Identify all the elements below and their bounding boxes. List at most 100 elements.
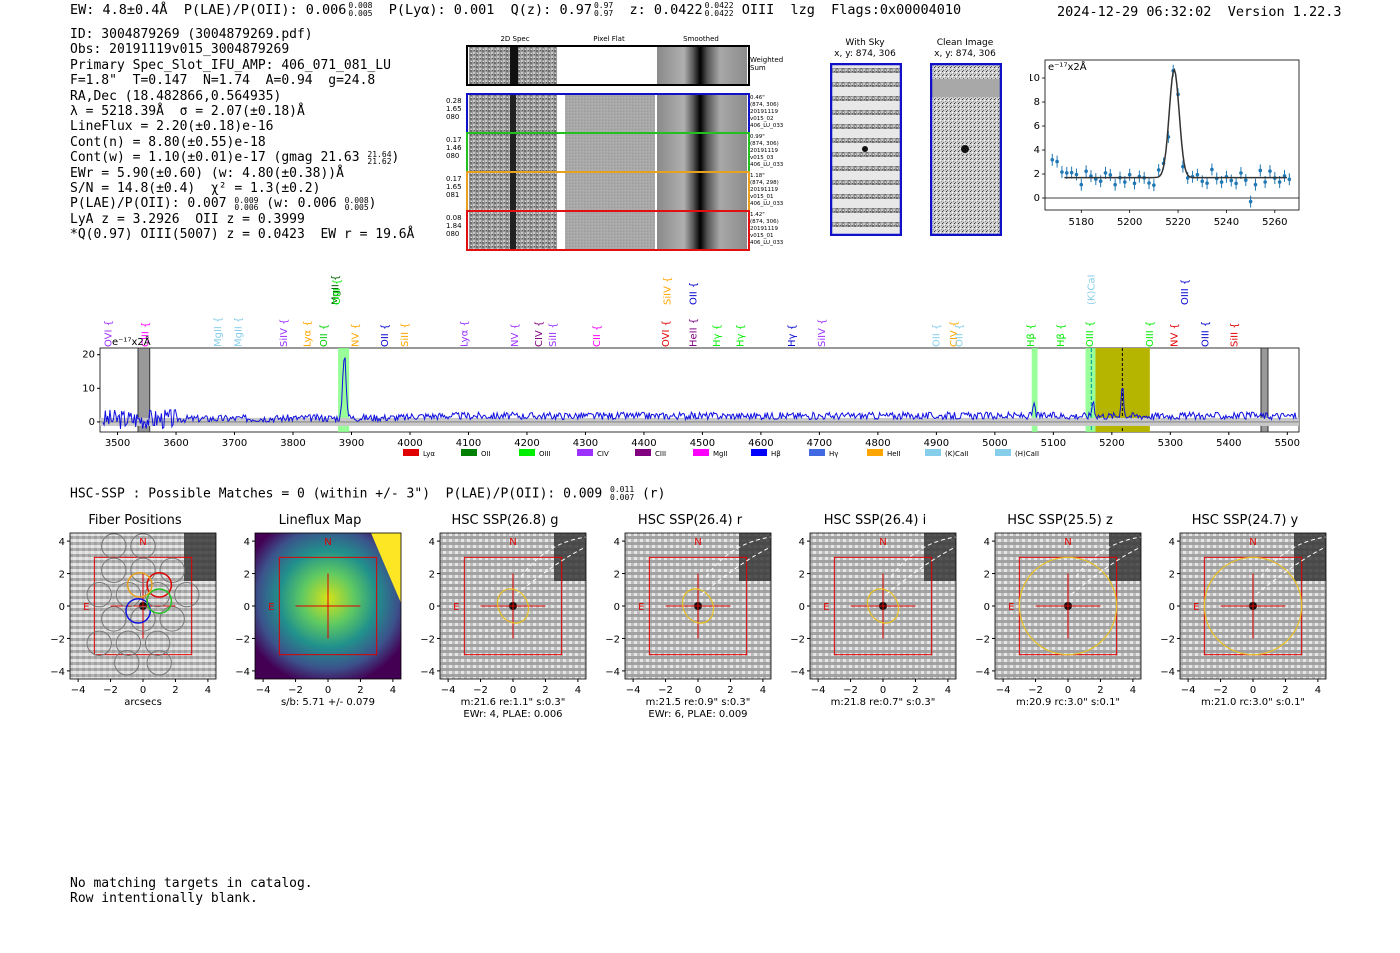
- panel-xtick-label: 2: [912, 685, 918, 696]
- panel-ytick-label: 4: [244, 537, 250, 548]
- zoom-ytick-label: 6: [1034, 121, 1040, 132]
- zoom-point: [1200, 179, 1205, 184]
- flags-value: Flags:0x00004010: [831, 2, 962, 18]
- neighbor-ellipse: [1070, 546, 1142, 595]
- with-sky-cutout: [830, 63, 902, 236]
- panel-ytick-label: 4: [614, 537, 620, 548]
- q-line: *Q(0.97) OIII(5007) z = 0.0423 EW r = 19…: [70, 227, 415, 243]
- spectrum-ytick-label: 10: [82, 383, 95, 394]
- legend-swatch: [925, 449, 941, 456]
- line-marker-label: Lyα {: [459, 320, 470, 347]
- zoom-point: [1147, 181, 1151, 185]
- panel-ytick-label: 2: [1169, 570, 1175, 581]
- panel-caption: EWr: 4, PLAE: 0.006: [463, 709, 562, 720]
- panel-xtick-label: 0: [140, 685, 146, 696]
- spectrum-xtick-label: 3600: [163, 438, 188, 449]
- spec2d-flat: [565, 173, 655, 210]
- legend-swatch: [519, 449, 535, 456]
- line-marker-label: OIII {: [1085, 321, 1096, 347]
- spec2d-right-label: 20191119: [750, 148, 778, 154]
- zoom-point: [1195, 172, 1200, 177]
- east-label: E: [823, 602, 829, 613]
- plae-upper: 0.008: [348, 1, 373, 10]
- spec2d-right-label: (874, 306): [750, 141, 779, 147]
- contn-line: Cont(n) = 8.80(±0.55)e-18: [70, 134, 266, 150]
- params-line: F=1.8" T=0.147 N=1.74 A=0.94 g=24.8: [70, 73, 376, 89]
- zoom-point: [1229, 178, 1234, 183]
- panel-xtick-label: −2: [1028, 685, 1043, 696]
- image-panels-row: Fiber Positions N E 4 2 0 −2 −4 −4 −2 0 2 4 arcsecs Li…: [40, 512, 1360, 727]
- panel-ytick-label: −2: [235, 634, 250, 645]
- fiber-circle: [130, 606, 156, 632]
- zoom-point: [1103, 171, 1108, 175]
- spec2d-flat: [565, 134, 655, 171]
- hsc-suffix: (r): [641, 486, 666, 502]
- id-line: ID: 3004879269 (3004879269.pdf): [70, 27, 313, 42]
- ew-value: EW: 4.8±0.4Å: [70, 2, 168, 18]
- legend-swatch: [867, 449, 883, 456]
- zoom-ytick-label: 4: [1034, 145, 1040, 156]
- panel-xtick-label: −2: [103, 685, 118, 696]
- spec2d-right-label: 20191119: [750, 187, 778, 193]
- spectrum-content: 0 10 20 3500 3600 3700 3800 3900 4000 4100 4200 430…: [82, 347, 1300, 449]
- band-hbeta: [1031, 348, 1038, 432]
- spec2d-right-label: v015_03: [750, 155, 774, 161]
- fiber-circle: [146, 650, 172, 676]
- panel-xtick-label: 4: [390, 685, 396, 696]
- spec2d-right-label: 20191119: [750, 109, 778, 115]
- legend-label: MgII: [713, 450, 728, 458]
- zoom-line-plot: e⁻¹⁷x2Å 0 2 4 6 8 10 5180 5200 5220 5240 5260: [1030, 59, 1300, 228]
- fiber-circle: [159, 606, 185, 632]
- qz-value: Q(z): 0.97: [510, 2, 592, 18]
- spec2d-right-label: 406_LU_033: [750, 123, 784, 129]
- footer-notes: No matching targets in catalog. Row inten…: [70, 876, 313, 906]
- spec2d-right-label: 406_LU_033: [750, 240, 784, 246]
- zoom-point: [1219, 180, 1224, 184]
- panel-caption: EWr: 6, PLAE: 0.009: [648, 709, 747, 720]
- zoom-point: [1181, 164, 1185, 169]
- spec2d-left-label: 1.65: [446, 183, 462, 191]
- neighbor-ellipse: [520, 536, 587, 578]
- plae-line: P(LAE)/P(OII): 0.007 0.009 0.006 (w: 0.00…: [70, 195, 377, 212]
- panel-ytick-label: −2: [50, 634, 65, 645]
- spec2d-right-label: (874, 306): [750, 219, 779, 225]
- panel-title: HSC SSP(26.4) i: [823, 513, 927, 528]
- plae-w-lower: 0.005: [344, 202, 369, 212]
- line-marker-label: OII {: [319, 324, 330, 347]
- spec2d-left-label: 080: [446, 230, 459, 238]
- fiber-red: [146, 571, 173, 598]
- header-datetime-version: 2024-12-29 06:32:02 Version 1.22.3: [1057, 4, 1342, 20]
- spec2d-left-label: 0.17: [446, 136, 462, 144]
- panel-xtick-label: 4: [760, 685, 766, 696]
- spec2d-right-label: 1.18": [750, 173, 765, 179]
- north-label: N: [324, 537, 331, 548]
- panel-ytick-label: 2: [59, 570, 65, 581]
- panel-xtick-label: −2: [288, 685, 303, 696]
- panel-ytick-label: −4: [790, 667, 805, 678]
- fiber-circle: [130, 533, 156, 559]
- panel-xtick-label: −2: [1213, 685, 1228, 696]
- spec2d-smoothed: [657, 95, 747, 132]
- plae-text: P(LAE)/P(OII): 0.007: [70, 196, 227, 212]
- radec-line: RA,Dec (18.482866,0.564935): [70, 88, 282, 104]
- zoom-point: [1205, 181, 1209, 185]
- spec2d-right-label: 1.42": [750, 212, 765, 218]
- spec2d-emission: [510, 95, 516, 132]
- zoom-xtick-label: 5200: [1117, 217, 1142, 228]
- panel-xtick-label: 0: [1250, 685, 1256, 696]
- panel-xtick-label: 2: [542, 685, 548, 696]
- panel-hsc: HSC SSP(26.4) i N E 4 2 0 −2 −4 −4 −2 0 2 4 m:21.8 re…: [780, 512, 965, 727]
- zoom-point: [1069, 170, 1074, 175]
- contw-upper: 21.64: [367, 149, 392, 159]
- line-marker-label: MgII {: [213, 317, 224, 347]
- hsc-summary: HSC-SSP : Possible Matches = 0 (within +…: [70, 486, 665, 502]
- panel-xtick-label: −4: [626, 685, 641, 696]
- panel-ytick-label: 2: [244, 570, 250, 581]
- spectrum-xtick-label: 5100: [1041, 438, 1066, 449]
- panel-caption: m:21.0 rc:3.0" s:0.1": [1201, 697, 1305, 708]
- ewr-line: EWr = 5.90(±0.60) (w: 4.80(±0.38))Å: [70, 165, 344, 181]
- line-marker-label: NV {: [510, 323, 521, 347]
- hsc-plae-upper: 0.011: [610, 485, 635, 494]
- panel-hsc: HSC SSP(26.4) r N E 4 2 0 −2 −4 −4 −2 0 2 4 m:21.5 re…: [595, 512, 780, 727]
